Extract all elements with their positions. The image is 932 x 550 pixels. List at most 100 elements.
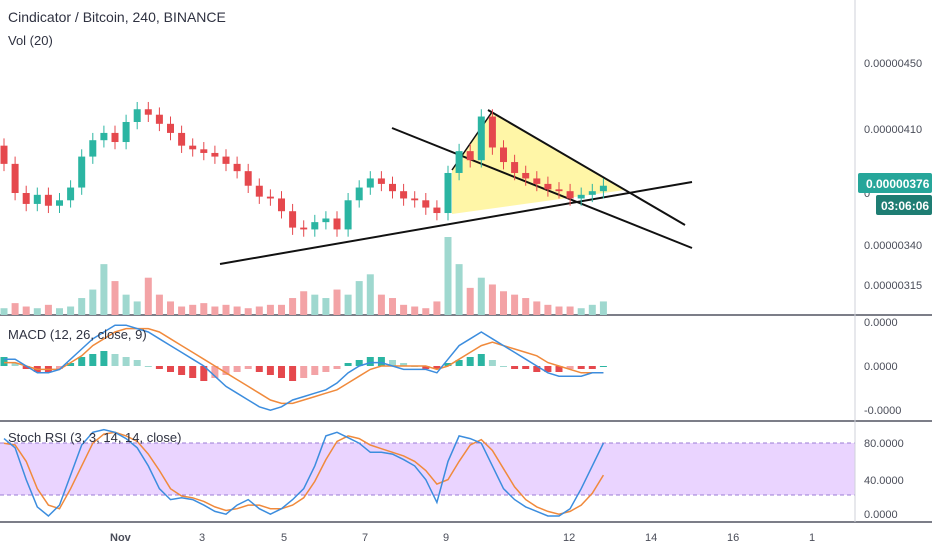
- candle: [200, 149, 208, 153]
- volume-bar: [122, 294, 130, 315]
- candle: [566, 191, 574, 199]
- chart-title: Cindicator / Bitcoin, 240, BINANCE: [8, 9, 226, 25]
- stoch-tick-1: 80.0000: [864, 438, 904, 450]
- candle: [522, 172, 530, 179]
- candle: [244, 171, 252, 186]
- volume-bar: [22, 306, 30, 315]
- stoch-tick-3: 0.0000: [864, 509, 898, 521]
- stoch-layer: [3, 428, 605, 518]
- macd-histogram-bar: [555, 366, 563, 372]
- stoch-d-line: [3, 431, 605, 515]
- macd-histogram-bar: [11, 363, 19, 366]
- macd-histogram-bar: [311, 366, 319, 375]
- macd-histogram-bar: [111, 354, 119, 366]
- candle: [100, 132, 108, 141]
- volume-layer: [0, 237, 607, 315]
- x-tick-14: 14: [645, 532, 657, 544]
- candle: [111, 132, 119, 143]
- volume-bar: [344, 294, 352, 315]
- current-price-tag: [858, 173, 932, 193]
- candle: [144, 109, 152, 115]
- candle: [355, 187, 363, 201]
- price-tick-1: 0.00000450: [864, 58, 922, 70]
- candle: [155, 114, 163, 124]
- candle: [444, 172, 452, 214]
- macd-histogram-bar: [366, 357, 374, 366]
- macd-histogram-bar: [433, 366, 441, 369]
- macd-histogram-bar: [599, 366, 607, 367]
- volume-bar: [167, 301, 174, 315]
- macd-histogram-bar: [133, 360, 141, 366]
- volume-bar: [289, 298, 297, 315]
- volume-bar: [111, 281, 119, 315]
- macd-tick-2: 0.0000: [864, 361, 898, 373]
- volume-bar: [311, 294, 319, 315]
- volume-bar: [599, 301, 607, 315]
- volume-bar: [11, 303, 19, 315]
- macd-histogram-bar: [56, 366, 63, 369]
- countdown-tag: [876, 195, 932, 215]
- candle: [466, 151, 474, 161]
- candle: [189, 145, 197, 150]
- candle: [533, 178, 541, 184]
- x-tick-5: 5: [281, 532, 287, 544]
- volume-bar: [255, 306, 263, 315]
- volume-bar: [322, 298, 330, 315]
- candle: [511, 162, 519, 173]
- candle: [67, 187, 75, 201]
- volume-bar: [189, 304, 197, 315]
- support-line: [219, 181, 693, 265]
- volume-bar: [433, 301, 441, 315]
- macd-histogram-bar: [300, 366, 308, 378]
- candle: [311, 222, 319, 230]
- volume-bar: [33, 308, 41, 315]
- candle: [211, 152, 219, 157]
- price-tick-3: 0.00000340: [864, 240, 922, 252]
- macd-histogram-bar: [222, 366, 230, 375]
- volume-bar: [588, 304, 596, 315]
- volume-bar: [56, 308, 63, 315]
- candle: [133, 109, 141, 122]
- macd-histogram-bar: [511, 366, 519, 369]
- candle: [78, 156, 86, 188]
- volume-bar: [244, 308, 252, 315]
- macd-histogram-bar: [488, 360, 496, 366]
- volume-bar: [577, 308, 585, 315]
- volume-bar: [333, 289, 341, 315]
- candle-layer: [0, 101, 607, 237]
- candle: [433, 207, 441, 214]
- macd-title: MACD (12, 26, close, 9): [8, 327, 147, 342]
- candle: [411, 198, 419, 201]
- x-tick-1: 1: [809, 532, 815, 544]
- volume-bar: [511, 294, 519, 315]
- candle: [377, 178, 385, 184]
- macd-histogram-bar: [477, 354, 485, 366]
- candle: [289, 211, 297, 228]
- macd-tick-3: -0.0000: [864, 405, 901, 417]
- x-tick-9: 9: [443, 532, 449, 544]
- volume-bar: [200, 303, 208, 315]
- candle: [322, 218, 330, 223]
- macd-histogram-bar: [67, 363, 75, 366]
- volume-bar: [411, 306, 419, 315]
- volume-title: Vol (20): [8, 33, 53, 48]
- candle: [477, 116, 485, 161]
- volume-bar: [377, 294, 385, 315]
- candle: [11, 163, 19, 194]
- candle: [344, 200, 352, 230]
- macd-histogram-bar: [100, 351, 108, 366]
- macd-histogram-bar: [422, 366, 430, 369]
- macd-histogram-bar: [544, 366, 552, 372]
- candle: [455, 151, 463, 173]
- volume-bar: [178, 306, 186, 315]
- volume-bar: [0, 308, 8, 315]
- price-tick-4: 0.00000315: [864, 280, 922, 292]
- candle: [44, 194, 52, 206]
- volume-bar: [444, 237, 452, 315]
- macd-histogram-bar: [333, 366, 341, 369]
- candle: [22, 193, 30, 204]
- stoch-band: [0, 443, 855, 495]
- macd-histogram-bar: [278, 366, 285, 378]
- candle: [178, 132, 186, 146]
- macd-histogram-bar: [22, 366, 30, 369]
